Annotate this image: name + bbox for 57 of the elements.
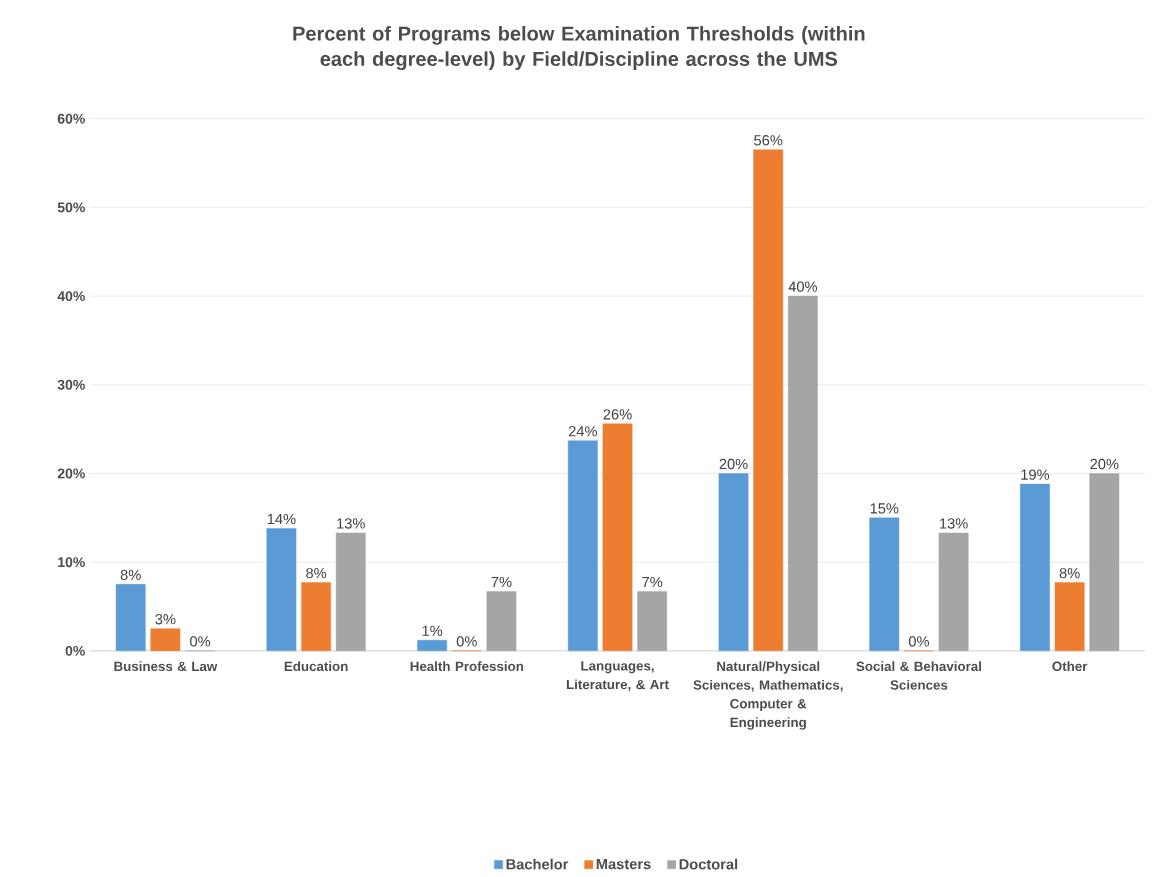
bar	[266, 528, 297, 652]
data-label: 1%	[422, 625, 443, 637]
data-label: 0%	[190, 636, 211, 647]
x-tick-label: Languages, Literature, & Art	[566, 661, 669, 692]
bar	[718, 473, 749, 652]
x-tick-label: Health Profession	[410, 661, 524, 672]
y-tick-label: 20%	[57, 468, 85, 479]
bar	[335, 532, 366, 652]
data-label: 19%	[1021, 469, 1050, 481]
data-label: 8%	[1059, 568, 1080, 579]
bar	[753, 149, 784, 652]
bar	[301, 582, 331, 652]
legend-label: Masters	[596, 859, 651, 870]
data-label: 20%	[1090, 459, 1119, 470]
bar	[788, 296, 818, 652]
data-label: 40%	[788, 281, 818, 292]
bar	[486, 591, 517, 652]
data-label: 0%	[456, 636, 477, 647]
legend-label: Doctoral	[679, 858, 738, 870]
data-label: 0%	[908, 636, 929, 647]
bar	[417, 640, 447, 652]
data-label: 56%	[754, 135, 783, 146]
y-tick-label: 40%	[57, 291, 85, 302]
bar	[602, 423, 633, 652]
y-tick-label: 0%	[65, 646, 85, 656]
bar	[1054, 582, 1085, 652]
x-tick-label: Business & Law	[114, 661, 218, 672]
x-tick-label: Social & Behavioral Sciences	[856, 661, 981, 690]
bar	[869, 517, 900, 652]
y-tick-label: 10%	[58, 557, 85, 568]
bar	[1020, 484, 1050, 652]
y-tick-label: 60%	[57, 113, 85, 124]
x-tick-label: Natural/Physical Sciences, Mathematics, Computer & Engineering	[693, 661, 843, 730]
bar	[938, 532, 969, 652]
chart-title: Percent of Programs below Examination Thresholds (within each degree-level) by Field/Discipline across the UMS	[293, 26, 865, 71]
bar	[115, 584, 146, 652]
bar	[1089, 473, 1120, 652]
y-tick-label: 30%	[57, 379, 85, 390]
data-label: 26%	[603, 409, 632, 420]
bar	[150, 628, 181, 652]
data-label: 7%	[491, 577, 512, 588]
bar	[567, 440, 598, 652]
data-label: 13%	[940, 518, 968, 529]
legend-label: Bachelor	[506, 858, 569, 870]
x-tick-label: Other	[1052, 661, 1088, 672]
data-label: 3%	[155, 614, 176, 625]
data-label: 20%	[719, 459, 748, 470]
data-label: 8%	[120, 569, 141, 581]
x-tick-label: Education	[284, 661, 348, 672]
y-tick-label: 50%	[57, 202, 85, 213]
data-label: 14%	[267, 514, 296, 525]
data-label: 24%	[568, 426, 597, 437]
data-label: 7%	[642, 577, 663, 588]
bar	[637, 591, 668, 652]
data-label: 13%	[337, 518, 365, 529]
data-label: 8%	[306, 568, 327, 579]
data-label: 15%	[870, 503, 899, 514]
